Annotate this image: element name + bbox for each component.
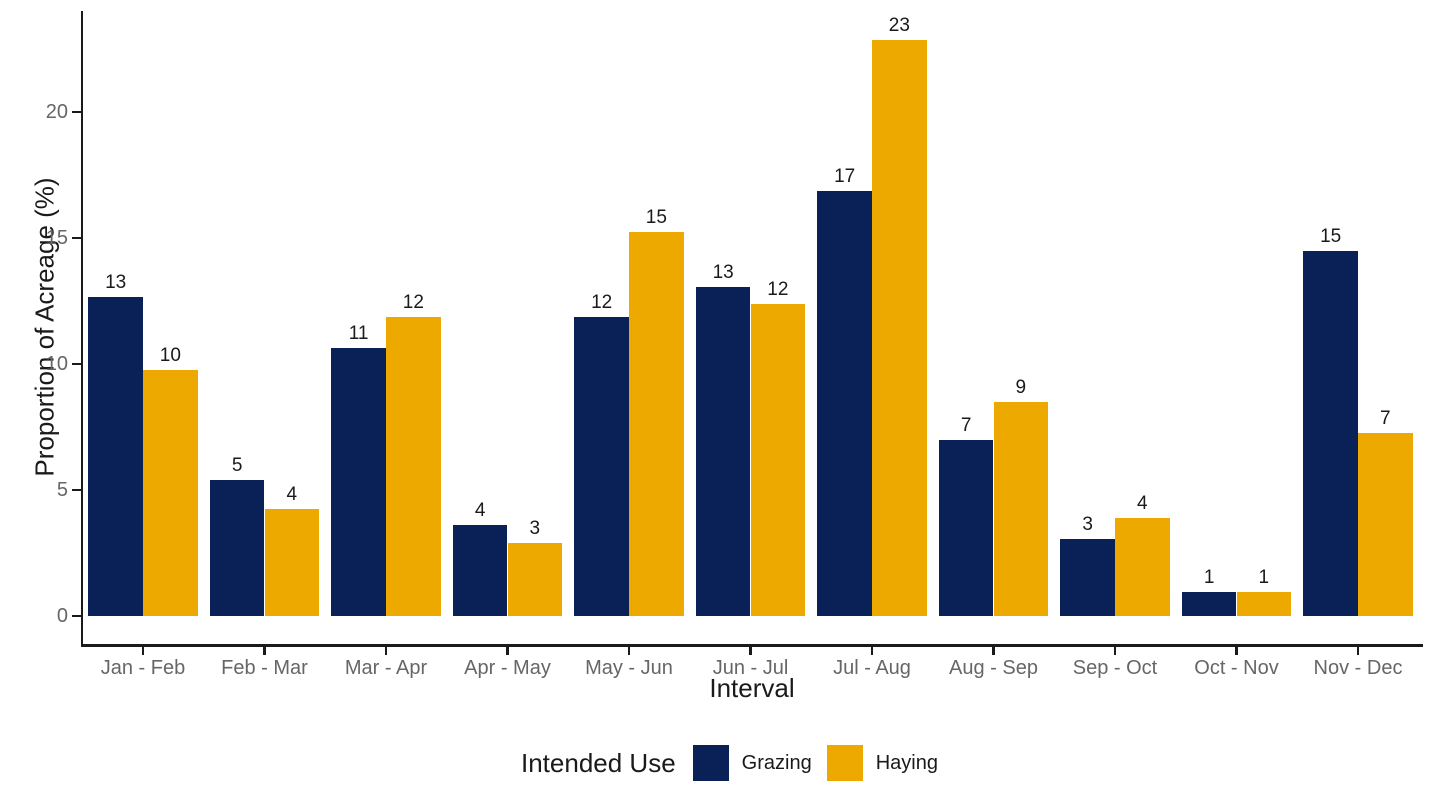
y-tick-label-5: 5 — [56, 479, 68, 501]
bar-label-haying-1: 4 — [286, 483, 298, 505]
x-tick-label-0: Jan - Feb — [100, 657, 186, 679]
bar-label-grazing-9: 1 — [1203, 567, 1215, 589]
x-tick-label-6: Jul - Aug — [833, 657, 911, 679]
bar-label-grazing-8: 3 — [1082, 514, 1093, 536]
x-tick-label-9: Oct - Nov — [1194, 657, 1279, 679]
bar-label-haying-4: 15 — [645, 206, 667, 228]
bar-haying-4 — [629, 231, 684, 616]
legend-item-haying: Haying — [826, 745, 938, 781]
x-axis-tick-4 — [627, 646, 631, 655]
y-tick-label-15: 15 — [45, 227, 68, 249]
x-tick-label-2: Mar - Apr — [344, 657, 428, 679]
x-axis-tick-9 — [1235, 646, 1238, 655]
haying-color-swatch — [826, 745, 863, 781]
y-axis-tick-5 — [72, 488, 81, 492]
y-axis-title: Proportion of Acreage (%) — [29, 177, 60, 477]
x-tick-label-7: Aug - Sep — [949, 657, 1038, 679]
y-tick-label-0: 0 — [56, 605, 68, 627]
bar-haying-5 — [750, 303, 806, 616]
x-tick-label-4: May - Jun — [585, 657, 673, 679]
bar-label-grazing-1: 5 — [231, 454, 243, 476]
bar-haying-3 — [507, 542, 563, 616]
y-axis-tick-15 — [72, 236, 81, 240]
legend-title: Intended Use — [521, 747, 676, 778]
bar-grazing-5 — [695, 287, 751, 616]
bar-haying-7 — [993, 401, 1049, 616]
bar-label-grazing-7: 7 — [960, 414, 972, 436]
bar-label-haying-7: 9 — [1015, 376, 1027, 398]
x-axis-tick-7 — [992, 646, 995, 655]
bar-label-grazing-0: 13 — [105, 272, 127, 294]
x-axis-tick-10 — [1356, 646, 1360, 655]
bar-grazing-3 — [452, 525, 508, 616]
bar-label-haying-2: 12 — [402, 292, 424, 314]
bar-grazing-4 — [574, 317, 629, 616]
bar-label-grazing-10: 15 — [1320, 225, 1342, 247]
bar-grazing-7 — [938, 439, 994, 616]
x-tick-label-10: Nov - Dec — [1313, 657, 1403, 679]
bar-grazing-2 — [331, 347, 386, 616]
bar-haying-2 — [386, 317, 441, 616]
grazing-color-swatch — [692, 745, 729, 781]
bar-haying-6 — [872, 40, 927, 616]
x-axis-tick-2 — [384, 646, 388, 655]
y-axis-tick-20 — [72, 110, 81, 114]
bar-label-grazing-3: 4 — [474, 500, 486, 522]
bar-haying-1 — [264, 508, 320, 616]
x-tick-label-5: Jun - Jul — [712, 657, 789, 679]
bar-haying-0 — [143, 370, 198, 616]
x-tick-label-8: Sep - Oct — [1072, 657, 1158, 679]
x-axis-tick-3 — [506, 646, 509, 655]
x-axis-tick-1 — [263, 646, 266, 655]
bar-grazing-0 — [88, 297, 143, 616]
bar-label-haying-10: 7 — [1380, 408, 1391, 430]
bar-grazing-1 — [209, 479, 265, 616]
bar-label-grazing-2: 11 — [348, 322, 369, 344]
bar-grazing-6 — [817, 191, 872, 616]
bar-label-grazing-4: 12 — [591, 292, 613, 314]
bar-haying-8 — [1115, 517, 1170, 616]
y-axis-tick-10 — [72, 362, 81, 366]
x-axis-tick-5 — [749, 646, 752, 655]
bar-grazing-8 — [1060, 539, 1115, 616]
bar-haying-10 — [1358, 433, 1413, 616]
x-axis-line — [80, 644, 1423, 647]
bar-grazing-10 — [1303, 250, 1358, 616]
x-axis-title: Interval — [709, 673, 795, 703]
legend-item-grazing: Grazing — [692, 745, 812, 781]
y-axis-tick-0 — [72, 614, 81, 618]
bar-label-haying-3: 3 — [529, 517, 541, 539]
legend-label-grazing: Grazing — [741, 751, 812, 774]
bar-haying-9 — [1236, 592, 1292, 616]
bar-label-grazing-6: 17 — [834, 166, 856, 188]
bar-label-haying-0: 10 — [159, 345, 181, 367]
bar-label-grazing-5: 13 — [712, 262, 734, 284]
legend: Intended Use Grazing Haying — [521, 741, 938, 785]
y-axis-line — [80, 11, 83, 645]
x-tick-label-3: Apr - May — [464, 657, 551, 679]
x-axis-tick-8 — [1113, 646, 1117, 655]
bar-label-haying-9: 1 — [1258, 567, 1270, 589]
bar-label-haying-5: 12 — [767, 278, 789, 300]
x-tick-label-1: Feb - Mar — [221, 657, 308, 679]
bar-grazing-9 — [1181, 592, 1237, 616]
bar-label-haying-6: 23 — [888, 15, 910, 37]
legend-label-haying: Haying — [875, 751, 938, 774]
bar-label-haying-8: 4 — [1137, 492, 1148, 514]
x-axis-tick-0 — [141, 646, 145, 655]
y-tick-label-20: 20 — [45, 101, 68, 123]
x-axis-tick-6 — [870, 646, 874, 655]
y-tick-label-10: 10 — [45, 353, 68, 375]
